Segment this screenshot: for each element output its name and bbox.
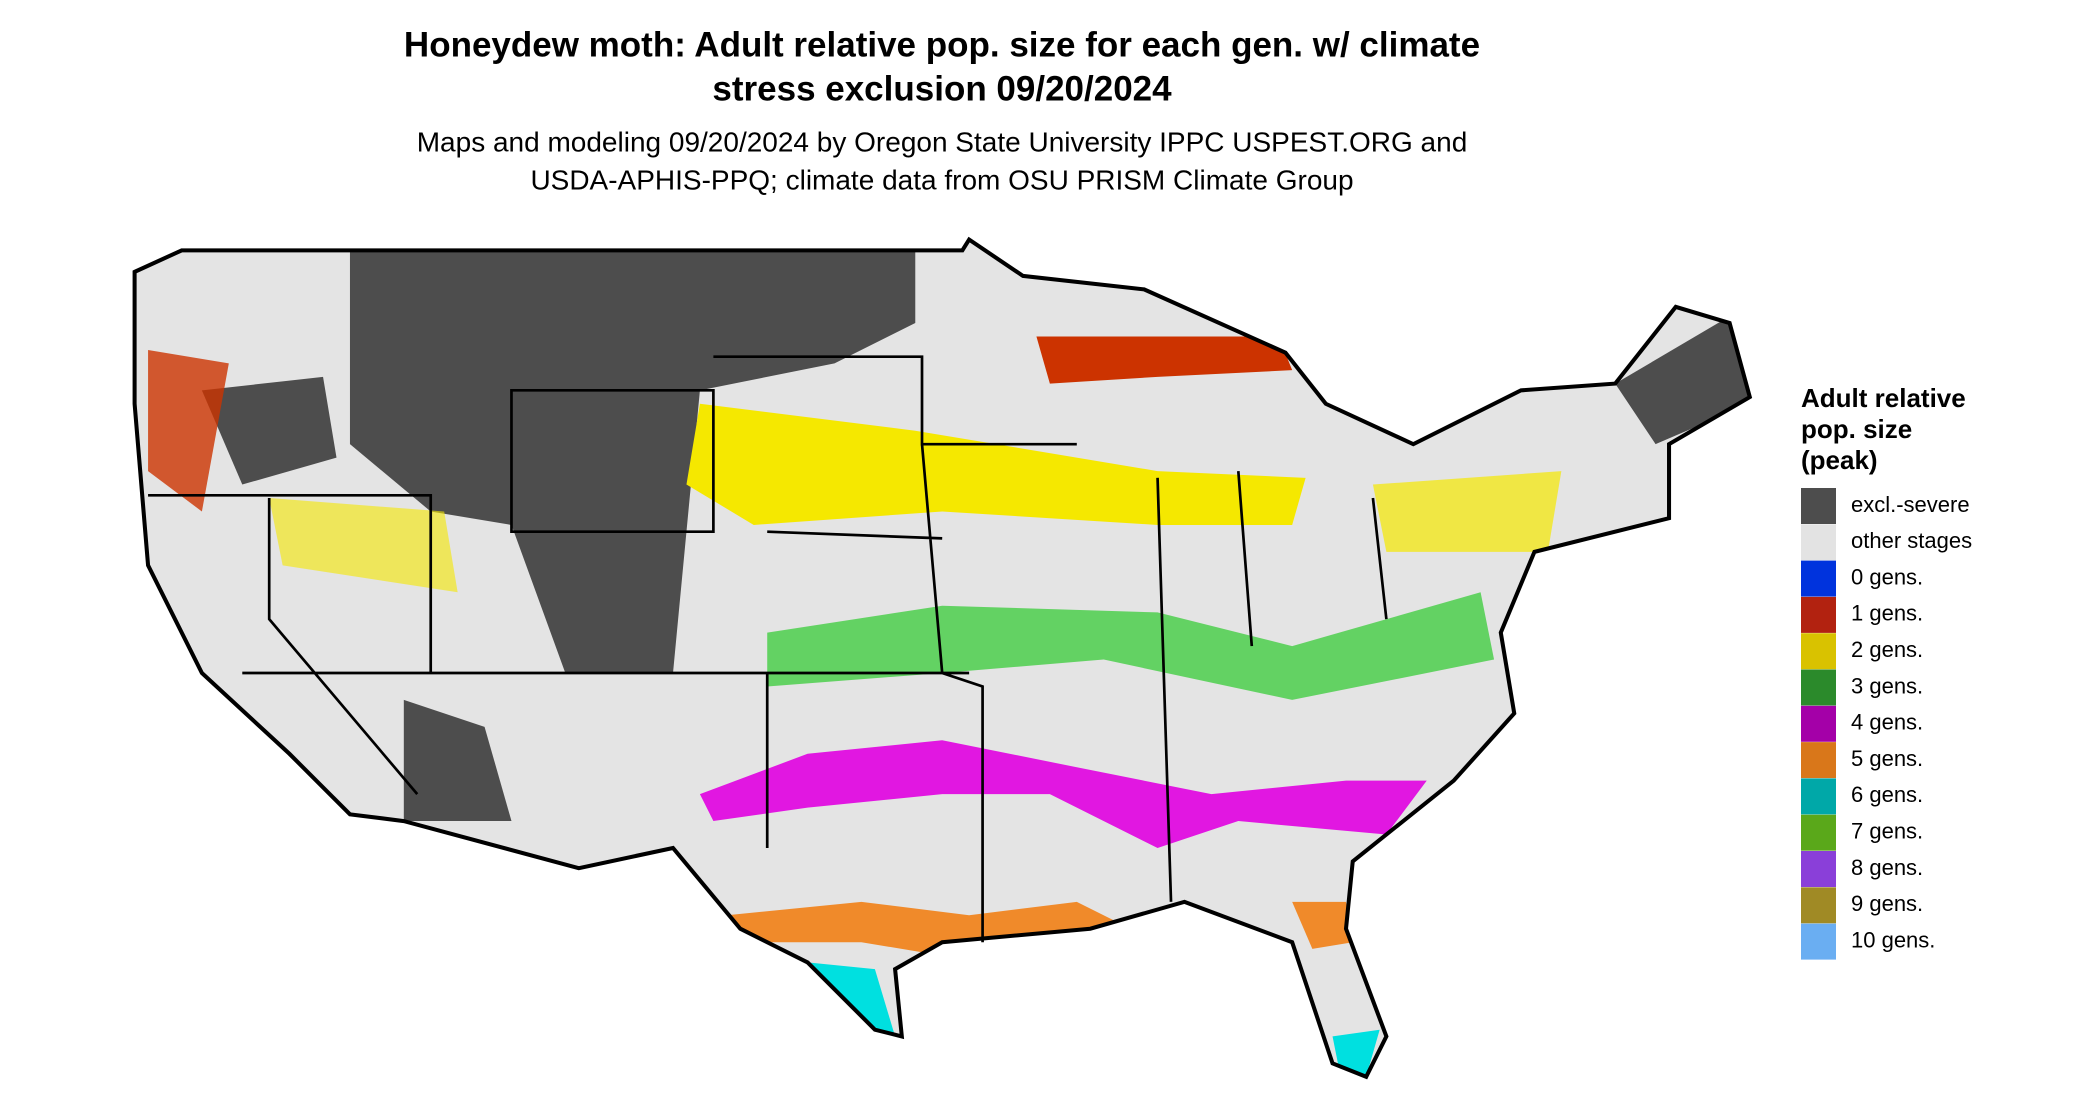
- legend-label: 7 gens.: [1851, 819, 1923, 844]
- legend-swatch: [1801, 851, 1836, 887]
- legend-swatch: [1801, 778, 1836, 815]
- zone-excluded: [1615, 316, 1750, 445]
- legend-label: 4 gens.: [1851, 710, 1923, 735]
- legend-label: 2 gens.: [1851, 637, 1923, 662]
- zone-1: [148, 349, 229, 512]
- legend-swatch: [1801, 887, 1836, 924]
- title-line: Honeydew moth: Adult relative pop. size …: [404, 25, 1480, 64]
- legend-swatch: [1801, 560, 1836, 597]
- zone-6: [807, 962, 896, 1037]
- zone-excluded: [403, 699, 512, 822]
- title-line: stress exclusion 09/20/2024: [712, 69, 1172, 108]
- legend-label: 8 gens.: [1851, 855, 1923, 880]
- legend-swatch: [1801, 669, 1836, 706]
- subtitle-line: USDA-APHIS-PPQ; climate data from OSU PR…: [530, 164, 1353, 195]
- legend-swatch: [1801, 705, 1836, 742]
- legend-label: 3 gens.: [1851, 673, 1923, 698]
- zone-2: [686, 403, 1306, 525]
- header: Honeydew moth: Adult relative pop. size …: [404, 25, 1480, 195]
- zone-3: [767, 592, 1495, 700]
- legend-swatch: [1801, 814, 1836, 851]
- legend-swatch: [1801, 596, 1836, 633]
- legend-label: 5 gens.: [1851, 746, 1923, 771]
- legend-swatch: [1801, 633, 1836, 670]
- legend: Adult relative pop. size (peak) excl.-se…: [1801, 383, 1972, 960]
- legend-label: 9 gens.: [1851, 891, 1923, 916]
- legend-label: 6 gens.: [1851, 782, 1923, 807]
- zone-2: [1372, 471, 1562, 552]
- zone-excluded: [201, 376, 337, 485]
- legend-swatch: [1801, 923, 1836, 960]
- legend-title: pop. size: [1801, 414, 1912, 444]
- state-lines: [148, 355, 1388, 943]
- legend-swatch: [1801, 488, 1836, 524]
- zone-6: [1332, 1029, 1380, 1077]
- legend-swatch: [1801, 524, 1836, 561]
- legend-swatch: [1801, 742, 1836, 779]
- zone-2: [269, 498, 458, 593]
- zone-5: [1292, 901, 1353, 949]
- legend-title: Adult relative: [1801, 383, 1966, 413]
- legend-title: (peak): [1801, 445, 1878, 475]
- legend-label: 0 gens.: [1851, 564, 1923, 589]
- zone-4: [699, 740, 1427, 848]
- legend-label: other stages: [1851, 528, 1972, 553]
- legend-label: 10 gens.: [1851, 927, 1935, 952]
- legend-label: excl.-severe: [1851, 492, 1970, 517]
- subtitle-line: Maps and modeling 09/20/2024 by Oregon S…: [417, 126, 1468, 157]
- map: [135, 240, 1750, 1077]
- legend-label: 1 gens.: [1851, 601, 1923, 626]
- zone-1: [1036, 336, 1293, 384]
- zone-5: [726, 901, 1131, 956]
